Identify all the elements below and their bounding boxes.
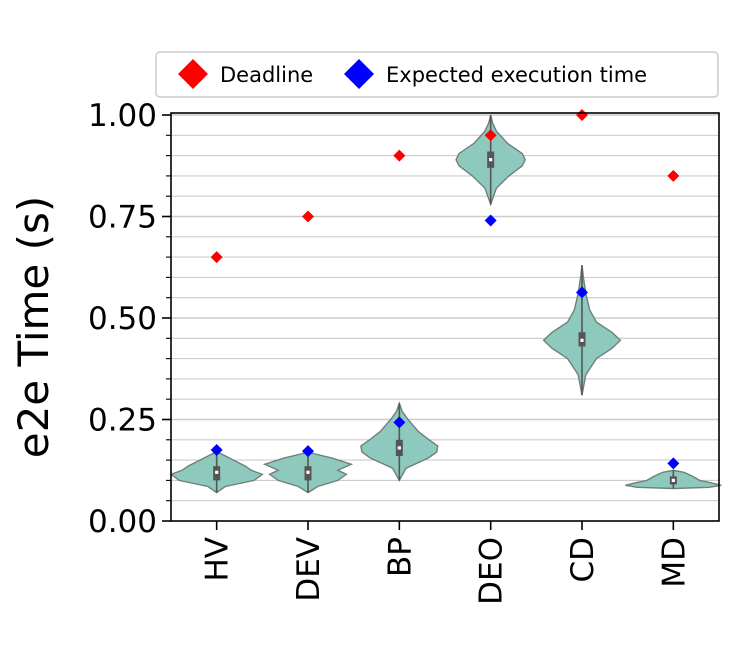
- markers: [210, 109, 680, 470]
- expected-marker: [393, 416, 406, 429]
- expected-marker: [576, 286, 588, 299]
- expected-marker: [667, 457, 680, 470]
- legend-deadline-label: Deadline: [220, 63, 313, 87]
- plot-frame: [170, 112, 720, 522]
- expected-marker: [302, 445, 314, 458]
- deadline-marker: [210, 251, 223, 264]
- x-tick-label-hv: HV: [200, 537, 236, 582]
- violin-median: [580, 338, 584, 342]
- violin-median: [397, 446, 401, 450]
- violin-dev: [262, 451, 354, 494]
- legend: Deadline Expected execution time: [155, 51, 719, 98]
- deadline-marker: [484, 129, 497, 142]
- legend-expected-marker: [344, 59, 374, 89]
- y-tick-label: 0.00: [88, 504, 157, 540]
- violin-hv: [169, 451, 264, 494]
- legend-deadline-marker: [178, 59, 208, 89]
- legend-expected-label: Expected execution time: [386, 63, 647, 87]
- y-tick-label: 0.75: [88, 200, 157, 236]
- expected-marker: [484, 214, 497, 227]
- x-ticks: HV DEV BP DEO CD MD: [200, 521, 692, 605]
- legend-frame: [155, 51, 719, 98]
- grid-lines: [171, 114, 719, 502]
- violin-md: [625, 469, 722, 490]
- expected-marker: [210, 443, 223, 456]
- violin-median: [489, 158, 493, 162]
- deadline-marker: [393, 149, 406, 162]
- y-tick-label: 0.25: [88, 403, 157, 439]
- y-tick-label: 0.50: [88, 301, 157, 337]
- x-tick-label-deo: DEO: [474, 537, 510, 605]
- deadline-marker: [302, 210, 314, 223]
- violin-bp: [360, 401, 439, 482]
- violin-median: [671, 478, 675, 482]
- violin-cd: [542, 265, 622, 396]
- y-ticks: 0.00 0.25 0.50 0.75 1.00: [88, 98, 171, 540]
- x-tick-label-cd: CD: [565, 537, 601, 583]
- x-tick-label-bp: BP: [382, 537, 418, 577]
- violin-median: [215, 470, 219, 474]
- x-tick-label-dev: DEV: [291, 537, 327, 602]
- x-tick-label-md: MD: [656, 537, 692, 588]
- y-tick-label: 1.00: [88, 98, 157, 134]
- y-axis-label: e2e Time (s): [9, 196, 58, 459]
- deadline-marker: [576, 109, 588, 121]
- violin-median: [306, 470, 310, 474]
- violin-deo: [455, 114, 526, 207]
- violins: [169, 114, 722, 494]
- deadline-marker: [667, 169, 680, 182]
